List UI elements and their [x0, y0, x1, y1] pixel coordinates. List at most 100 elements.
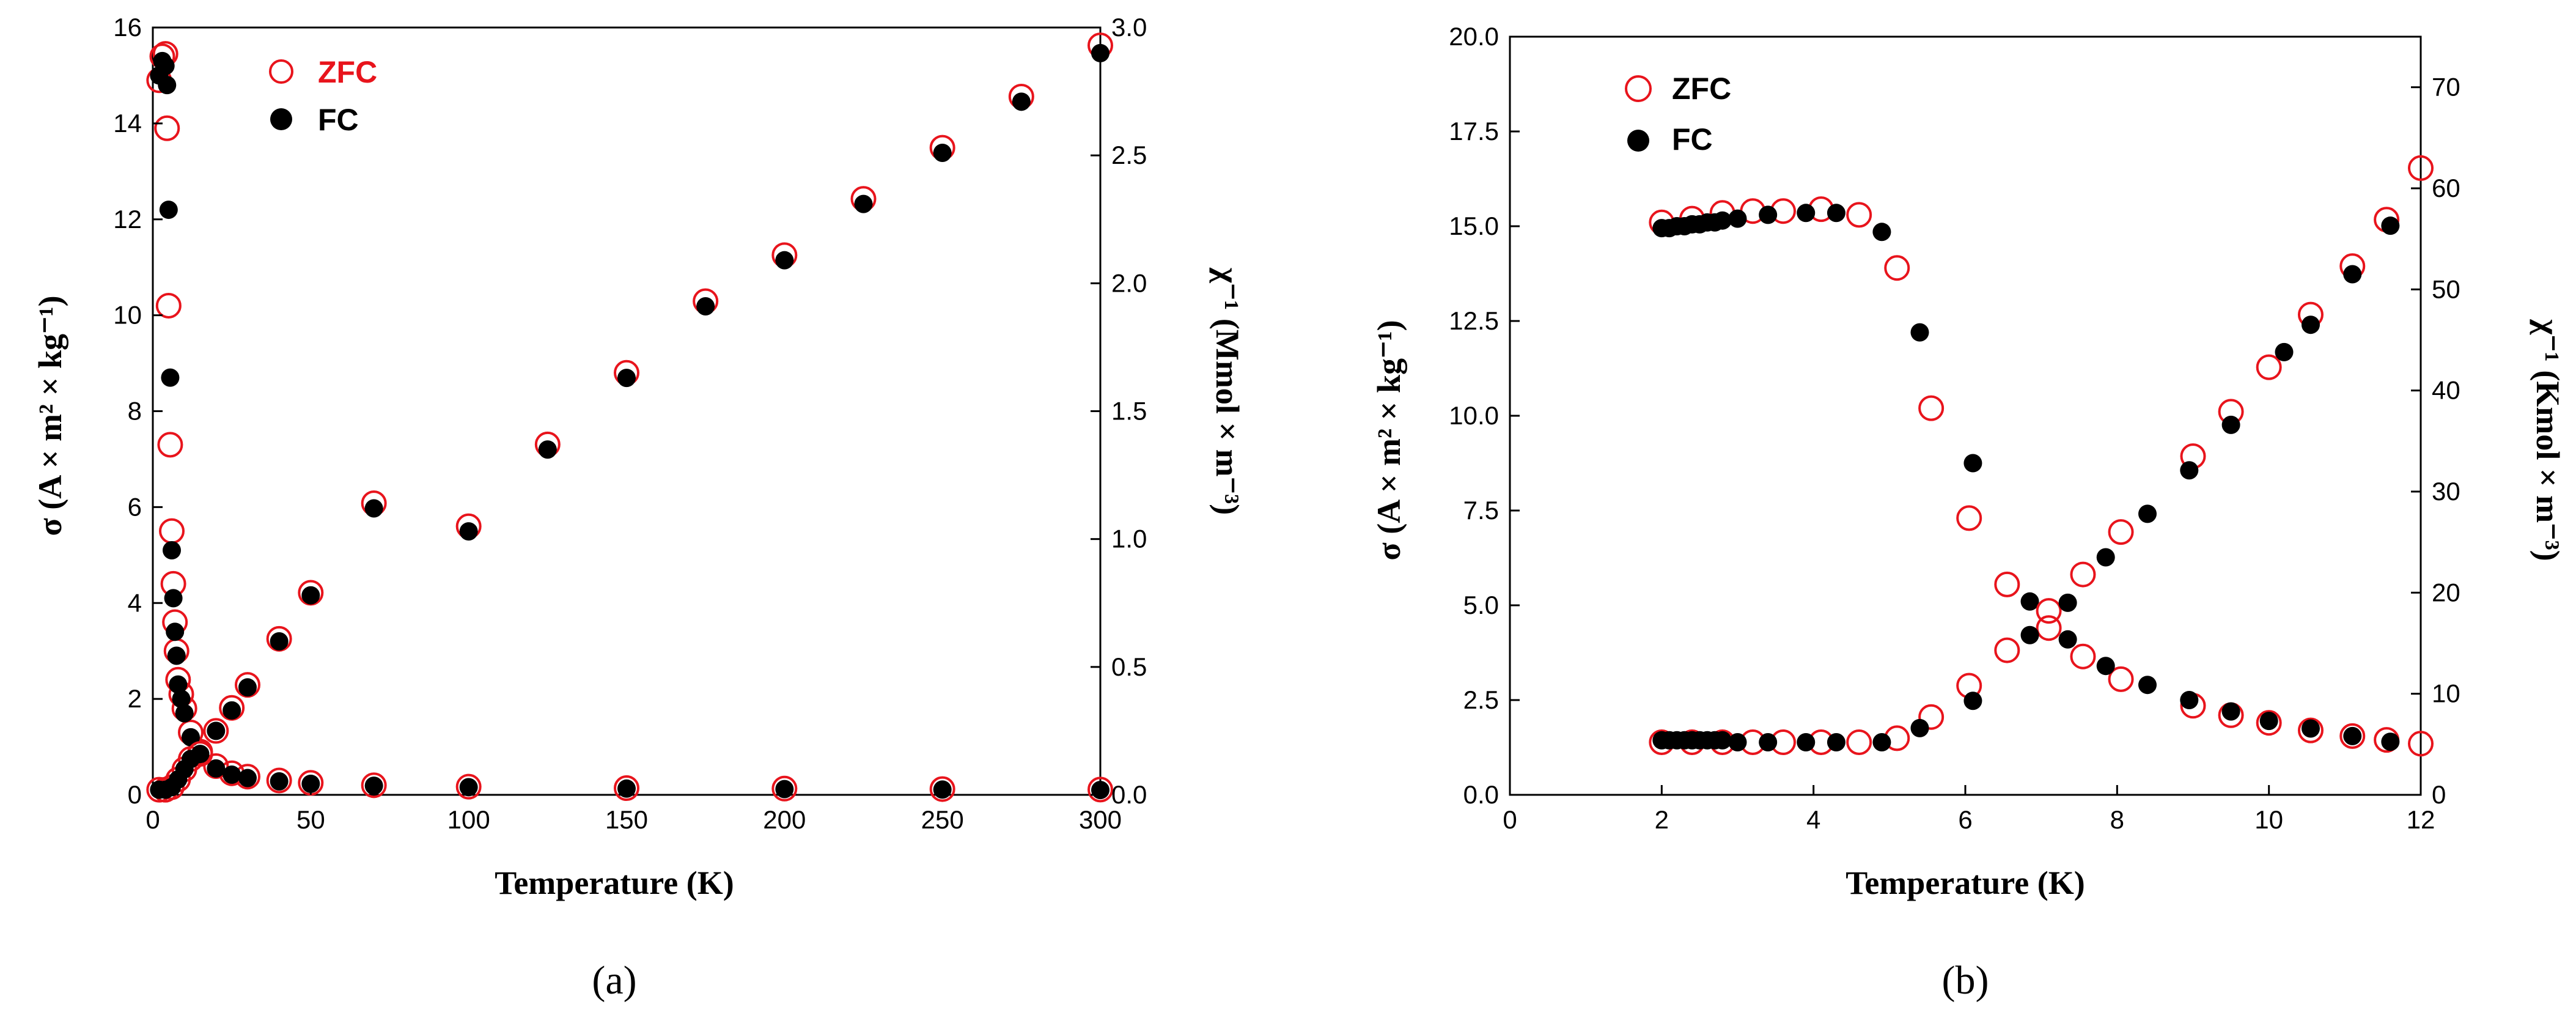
- data-point-zfc: [203, 718, 229, 744]
- x-axis-label-b: Temperature (K): [1846, 865, 2085, 901]
- data-point-fc: [1797, 204, 1816, 223]
- y2-tick-label: 50: [2432, 275, 2460, 303]
- data-point-zfc: [266, 767, 292, 794]
- data-point-fc: [2058, 593, 2077, 612]
- data-point-zfc: [2036, 615, 2062, 641]
- y2-tick-label: 3.0: [1111, 13, 1147, 42]
- y2-tick-label: 0: [2432, 780, 2446, 809]
- y2-tick-label: 0.5: [1111, 652, 1147, 681]
- data-point-fc: [2096, 548, 2115, 567]
- data-point-zfc: [361, 772, 387, 799]
- data-point-fc: [161, 368, 180, 387]
- series-zfc-left-a: [146, 41, 1113, 803]
- y-tick-label: 0: [128, 780, 142, 809]
- data-point-fc: [301, 774, 320, 793]
- data-point-fc: [2180, 461, 2199, 480]
- y-tick-label: 6: [128, 492, 142, 521]
- data-point-fc: [1759, 733, 1778, 752]
- data-point-zfc: [2070, 561, 2096, 588]
- y2-tick-label: 0.0: [1111, 780, 1147, 809]
- y2-axis-label-a: χ⁻¹ (Mmol × m⁻³): [1209, 267, 1246, 515]
- y-tick-label: 20.0: [1449, 22, 1499, 51]
- x-tick-label: 100: [447, 805, 490, 834]
- data-point-fc: [270, 772, 289, 791]
- x-tick-label: 2: [1655, 805, 1669, 834]
- y2-tick-label: 2.5: [1111, 141, 1147, 169]
- data-point-fc: [459, 522, 478, 541]
- data-point-fc: [2138, 676, 2157, 695]
- data-point-fc: [2343, 265, 2362, 284]
- data-point-zfc: [1994, 637, 2020, 663]
- legend-a: ZFC FC: [269, 55, 377, 137]
- data-point-fc: [364, 776, 383, 795]
- x-tick-label: 0: [1503, 805, 1517, 834]
- data-point-fc: [1910, 323, 1929, 342]
- legend-b: ZFC FC: [1625, 72, 1731, 157]
- series-fc-right-b: [1652, 216, 2400, 752]
- data-point-fc: [164, 589, 183, 608]
- data-point-fc: [270, 632, 289, 651]
- data-point-fc: [1091, 43, 1110, 62]
- legend-marker-fc-b: [1627, 130, 1649, 152]
- y-axis-label-a: σ (A × m² × kg⁻¹): [32, 295, 68, 536]
- data-point-fc: [1759, 205, 1778, 224]
- y-tick-label: 16: [113, 13, 142, 42]
- legend-label-fc-a: FC: [318, 103, 359, 137]
- y-tick-label: 8: [128, 397, 142, 426]
- x-tick-label: 12: [2407, 805, 2435, 834]
- data-point-zfc: [2256, 710, 2282, 736]
- data-point-fc: [1713, 211, 1732, 230]
- y-tick-label: 7.5: [1463, 496, 1499, 525]
- data-point-fc: [1728, 733, 1747, 752]
- data-point-fc: [158, 76, 177, 95]
- x-tick-label: 150: [605, 805, 648, 834]
- data-point-fc: [1910, 718, 1929, 737]
- data-point-fc: [2020, 592, 2039, 611]
- data-point-fc: [1827, 204, 1846, 223]
- y2-tick-label: 70: [2432, 73, 2460, 101]
- data-point-fc: [2221, 415, 2240, 434]
- data-point-zfc: [1918, 395, 1945, 421]
- data-point-fc: [775, 251, 794, 270]
- data-point-fc: [166, 622, 185, 641]
- y-tick-label: 12.5: [1449, 306, 1499, 335]
- data-point-fc: [1827, 733, 1846, 752]
- data-point-fc: [1012, 92, 1031, 111]
- data-point-fc: [2301, 719, 2320, 738]
- x-tick-label: 0: [145, 805, 160, 834]
- ticks-a: 0 50 100 150 200 250 300 0 2 4 6 8 10 12 14 16 0.0 0.5 1.0…: [113, 13, 1147, 834]
- data-point-zfc: [1918, 704, 1945, 730]
- data-point-fc: [223, 765, 241, 784]
- y2-tick-label: 40: [2432, 376, 2460, 405]
- y-tick-label: 14: [113, 109, 142, 138]
- data-point-zfc: [1884, 255, 1910, 281]
- data-point-zfc: [2036, 598, 2062, 624]
- data-point-zfc: [614, 775, 639, 802]
- data-point-zfc: [1956, 505, 1982, 531]
- data-point-zfc: [771, 775, 798, 802]
- y-tick-label: 2: [128, 684, 142, 713]
- data-point-fc: [207, 759, 226, 778]
- y2-tick-label: 2.0: [1111, 268, 1147, 297]
- x-tick-label: 50: [296, 805, 325, 834]
- y-tick-label: 4: [128, 588, 142, 617]
- series-fc-left-b: [1652, 204, 2400, 751]
- data-point-zfc: [929, 776, 955, 802]
- panel-caption-a: (a): [592, 958, 636, 1003]
- data-point-fc: [169, 675, 188, 694]
- x-tick-label: 10: [2254, 805, 2283, 834]
- data-point-fc: [538, 440, 557, 459]
- y-tick-label: 10.0: [1449, 401, 1499, 430]
- data-point-zfc: [157, 432, 183, 458]
- data-point-zfc: [1994, 571, 2020, 597]
- data-point-fc: [182, 728, 200, 747]
- x-tick-label: 300: [1079, 805, 1122, 834]
- data-point-zfc: [1846, 202, 1872, 228]
- data-point-zfc: [2256, 354, 2282, 380]
- data-point-fc: [159, 201, 178, 219]
- y-tick-label: 0.0: [1463, 780, 1499, 809]
- data-point-fc: [175, 704, 194, 723]
- data-point-fc: [2096, 657, 2115, 676]
- data-point-zfc: [155, 292, 182, 319]
- legend-marker-zfc-b: [1625, 75, 1652, 102]
